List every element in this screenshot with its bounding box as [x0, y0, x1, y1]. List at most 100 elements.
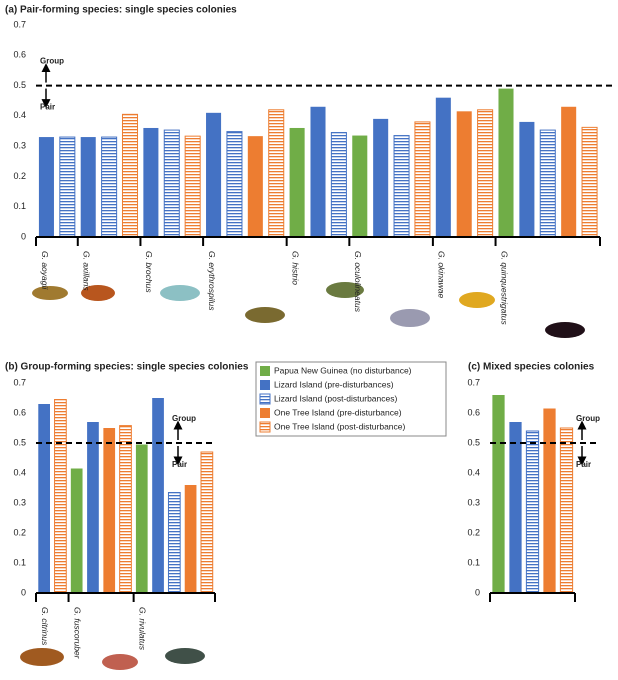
- legend-box: [255, 361, 447, 437]
- bar: [184, 485, 197, 593]
- chart-title: (a) Pair-forming species: single species…: [5, 5, 237, 16]
- legend-label: Lizard Island (pre-disturbances): [274, 379, 394, 389]
- bar: [87, 422, 99, 593]
- bar: [509, 422, 522, 593]
- bar: [226, 131, 243, 238]
- bar: [184, 135, 201, 238]
- bar: [38, 137, 54, 237]
- fish-photo: [102, 654, 138, 670]
- bar: [539, 129, 556, 238]
- bar: [477, 109, 494, 238]
- y-tick-label: 0.5: [13, 437, 26, 447]
- chart-title: (c) Mixed species colonies: [468, 362, 595, 373]
- bar: [519, 121, 535, 237]
- x-tick-label: G. rivulatus: [137, 607, 147, 651]
- y-tick-label: 0.1: [13, 201, 26, 211]
- bar: [456, 111, 472, 237]
- bar: [330, 132, 347, 238]
- y-tick-label: 0.4: [13, 467, 26, 477]
- y-tick-label: 0.2: [467, 527, 480, 537]
- fish-photos: [20, 282, 585, 670]
- y-tick-label: 0.7: [13, 377, 26, 387]
- bar: [352, 135, 368, 237]
- x-tick-label: G. quinquestrigatus: [499, 251, 509, 325]
- bar: [492, 395, 505, 593]
- x-tick-label: G. erythrospilus: [207, 251, 217, 311]
- bar: [543, 408, 556, 593]
- fish-photo: [160, 285, 200, 301]
- annotation: Pair: [576, 460, 591, 469]
- bar: [143, 127, 159, 237]
- legend-swatch: [260, 408, 270, 418]
- legend-swatch: [260, 366, 270, 376]
- legend-label: One Tree Island (pre-disturbance): [274, 407, 402, 417]
- y-tick-label: 0.7: [13, 19, 26, 29]
- bar: [119, 425, 132, 594]
- x-tick-label: G. histrio: [290, 251, 300, 285]
- bar: [581, 126, 598, 238]
- bar: [393, 135, 410, 238]
- bar: [121, 113, 139, 238]
- bar: [103, 428, 116, 593]
- bar: [289, 127, 305, 237]
- bar: [163, 129, 180, 238]
- bar: [135, 444, 148, 593]
- y-tick-label: 0.5: [467, 437, 480, 447]
- bar: [310, 106, 326, 238]
- bar: [559, 427, 574, 594]
- fish-photo: [20, 648, 64, 666]
- y-tick-label: 0.1: [467, 557, 480, 567]
- x-tick-label: G. axillaris: [82, 251, 92, 291]
- bar: [435, 97, 451, 237]
- legend-label: Lizard Island (post-disturbances): [274, 393, 397, 403]
- x-tick-label: G. brochus: [144, 251, 154, 293]
- bar: [561, 106, 577, 238]
- bar: [59, 136, 76, 238]
- chart-title: (b) Group-forming species: single specie…: [5, 362, 249, 373]
- y-tick-label: 0.6: [467, 407, 480, 417]
- y-tick-label: 0.7: [467, 377, 480, 387]
- bar: [247, 136, 263, 237]
- bar: [414, 121, 431, 238]
- y-tick-label: 0: [21, 231, 26, 241]
- legend-label: Papua New Guinea (no disturbance): [274, 365, 412, 375]
- legend-label: One Tree Island (post-disturbance): [274, 421, 406, 431]
- bar: [38, 404, 50, 593]
- fish-photo: [165, 648, 205, 664]
- bar: [200, 451, 214, 594]
- x-tick-label: G. citrinus: [40, 607, 50, 646]
- fish-photo: [32, 286, 68, 300]
- fish-photo: [390, 309, 430, 327]
- bar: [498, 88, 514, 237]
- fish-photo: [81, 285, 115, 301]
- bar: [152, 398, 164, 593]
- annotation: Group: [172, 414, 196, 423]
- y-tick-label: 0.4: [13, 110, 26, 120]
- annotation: Pair: [172, 460, 187, 469]
- x-tick-label: G. aoyagii: [40, 251, 50, 290]
- y-tick-label: 0: [21, 587, 26, 597]
- x-tick-label: G. okinawae: [437, 251, 447, 299]
- y-tick-label: 0.6: [13, 407, 26, 417]
- y-tick-label: 0.3: [13, 141, 26, 151]
- annotation: Group: [40, 57, 64, 66]
- y-tick-label: 0.3: [467, 497, 480, 507]
- bar: [70, 468, 83, 593]
- legend-swatch: [259, 393, 271, 405]
- bar: [373, 118, 389, 237]
- bar: [268, 109, 285, 238]
- y-tick-label: 0.6: [13, 50, 26, 60]
- bar: [101, 136, 118, 238]
- bar: [525, 430, 540, 594]
- bar: [80, 137, 96, 237]
- legend-swatch: [259, 421, 271, 433]
- x-tick-label: G. fuscoruber: [72, 607, 82, 660]
- legend-swatch: [260, 380, 270, 390]
- fish-photo: [326, 282, 364, 298]
- fish-photo: [545, 322, 585, 338]
- fish-photo: [245, 307, 285, 323]
- y-tick-label: 0.3: [13, 497, 26, 507]
- y-tick-label: 0.2: [13, 171, 26, 181]
